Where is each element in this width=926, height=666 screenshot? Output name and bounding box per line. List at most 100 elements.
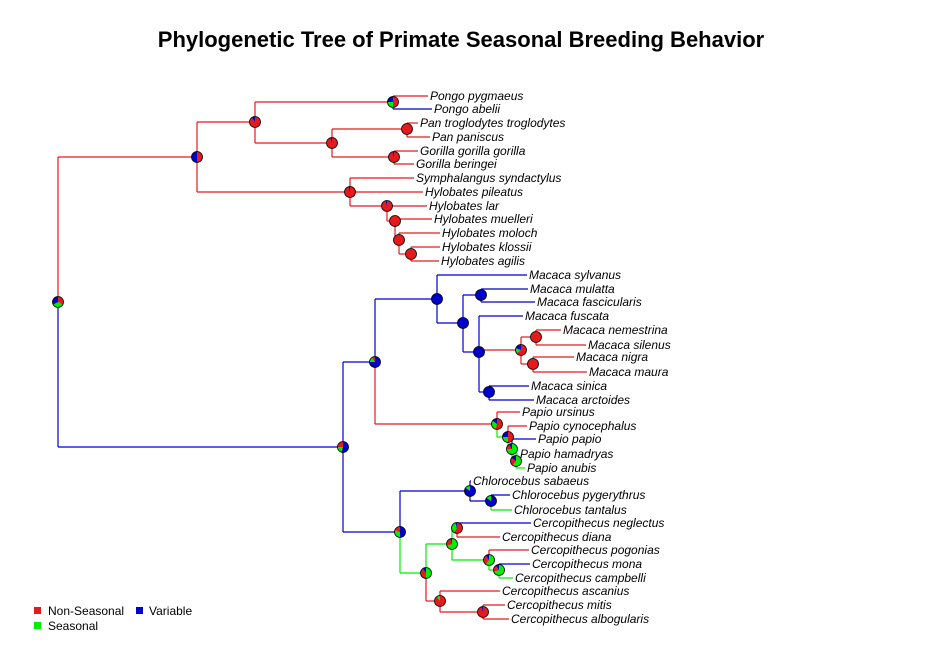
pie-outline bbox=[451, 522, 463, 534]
pie-slice bbox=[508, 443, 512, 449]
pie-slice bbox=[502, 431, 508, 437]
pie-slice bbox=[251, 116, 255, 122]
tip-label-cercopithecus-pogonias: Cercopithecus pogonias bbox=[531, 543, 660, 557]
tip-label-macaca-maura: Macaca maura bbox=[589, 365, 669, 379]
pie-slice bbox=[381, 200, 393, 212]
pie-slice bbox=[330, 137, 332, 143]
pie-slice bbox=[485, 554, 489, 560]
node-pie-hylo2 bbox=[381, 200, 393, 212]
pie-outline bbox=[191, 151, 203, 163]
tip-label-cercopithecus-albogularis: Cercopithecus albogularis bbox=[511, 612, 649, 626]
node-pie-papmac bbox=[369, 356, 381, 368]
node-pie-nem bbox=[530, 331, 542, 343]
pie-outline bbox=[491, 418, 503, 430]
tip-label-pongo-abelii: Pongo abelii bbox=[434, 102, 500, 116]
node-pie-fus bbox=[473, 346, 485, 358]
tip-label-macaca-sylvanus: Macaca sylvanus bbox=[529, 268, 621, 282]
pie-outline bbox=[483, 386, 495, 398]
node-pie-hylo3 bbox=[389, 215, 401, 227]
pie-outline bbox=[530, 331, 542, 343]
tip-label-hylobates-muelleri: Hylobates muelleri bbox=[434, 212, 533, 226]
pie-slice bbox=[348, 186, 350, 192]
node-pie-hylo1 bbox=[344, 186, 356, 198]
tip-label-pongo-pygmaeus: Pongo pygmaeus bbox=[430, 89, 523, 103]
pie-slice bbox=[451, 522, 457, 533]
tip-label-gorilla-gorilla-gorilla: Gorilla gorilla gorilla bbox=[420, 144, 526, 158]
pie-outline bbox=[473, 346, 485, 358]
pie-outline bbox=[475, 289, 487, 301]
pie-slice bbox=[516, 344, 527, 356]
tip-label-papio-papio: Papio papio bbox=[538, 432, 602, 446]
pie-slice bbox=[510, 457, 516, 466]
node-pie-chl bbox=[464, 485, 476, 497]
node-pie-pongo bbox=[387, 96, 399, 108]
tip-label-hylobates-moloch: Hylobates moloch bbox=[442, 226, 538, 240]
pie-outline bbox=[369, 356, 381, 368]
pie-slice bbox=[393, 234, 405, 246]
pie-outline bbox=[52, 296, 64, 308]
pie-outline bbox=[477, 606, 489, 618]
pie-outline bbox=[326, 137, 338, 149]
legend-label-non-seasonal: Non-Seasonal bbox=[48, 604, 124, 618]
pie-slice bbox=[344, 186, 356, 198]
node-pie-apes bbox=[191, 151, 203, 163]
tip-label-macaca-fascicularis: Macaca fascicularis bbox=[537, 295, 642, 309]
pie-slice bbox=[394, 526, 400, 532]
node-pie-mac bbox=[431, 293, 443, 305]
node-pie-cerco bbox=[337, 441, 349, 453]
pie-slice bbox=[389, 215, 401, 227]
tip-label-hylobates-lar: Hylobates lar bbox=[429, 199, 500, 213]
tip-label-cercopithecus-mitis: Cercopithecus mitis bbox=[507, 598, 612, 612]
pie-slice bbox=[401, 123, 413, 135]
pie-outline bbox=[337, 441, 349, 453]
pie-slice bbox=[434, 595, 446, 607]
tip-label-hylobates-klossii: Hylobates klossii bbox=[442, 240, 532, 254]
pie-outline bbox=[457, 317, 469, 329]
node-pie-mac2 bbox=[457, 317, 469, 329]
node-pie-gor bbox=[388, 151, 400, 163]
pie-slice bbox=[493, 565, 499, 572]
pie-slice bbox=[485, 554, 495, 566]
pie-slice bbox=[436, 595, 440, 601]
pie-outline bbox=[431, 293, 443, 305]
node-pie-pap2 bbox=[502, 431, 514, 443]
legend-swatch-variable bbox=[136, 607, 143, 614]
pie-slice bbox=[464, 485, 476, 497]
node-pies bbox=[52, 96, 542, 618]
pie-slice bbox=[473, 346, 485, 358]
pie-outline bbox=[502, 431, 514, 443]
pie-slice bbox=[426, 567, 432, 579]
pie-slice bbox=[337, 441, 343, 447]
pie-slice bbox=[191, 151, 197, 163]
pie-slice bbox=[387, 102, 393, 108]
pie-outline bbox=[420, 567, 432, 579]
tip-label-hylobates-agilis: Hylobates agilis bbox=[441, 254, 525, 268]
pie-slice bbox=[400, 526, 406, 538]
pie-slice bbox=[508, 431, 514, 443]
pie-slice bbox=[249, 116, 261, 128]
pie-slice bbox=[385, 200, 387, 206]
pie-slice bbox=[530, 331, 542, 343]
tip-label-cercopithecus-diana: Cercopithecus diana bbox=[502, 530, 612, 544]
pie-outline bbox=[510, 455, 522, 467]
tip-label-symphalangus-syndactylus: Symphalangus syndactylus bbox=[416, 171, 561, 185]
pie-slice bbox=[483, 386, 495, 398]
node-pie-cmona bbox=[493, 564, 505, 576]
node-pie-sin bbox=[483, 386, 495, 398]
pie-slice bbox=[453, 522, 463, 534]
node-pie-pap4 bbox=[510, 455, 522, 467]
node-pie-pap3 bbox=[506, 443, 518, 455]
pie-outline bbox=[389, 215, 401, 227]
pie-outline bbox=[401, 123, 413, 135]
tip-label-cercopithecus-campbelli: Cercopithecus campbelli bbox=[515, 571, 646, 585]
node-pie-casc bbox=[434, 595, 446, 607]
pie-slice bbox=[495, 418, 503, 430]
pie-outline bbox=[393, 234, 405, 246]
pie-slice bbox=[337, 447, 343, 453]
pie-slice bbox=[515, 344, 521, 350]
tip-label-chlorocebus-pygerythrus: Chlorocebus pygerythrus bbox=[512, 488, 645, 502]
pie-slice bbox=[405, 248, 417, 260]
node-pie-nig bbox=[527, 358, 539, 370]
pie-slice bbox=[502, 437, 508, 443]
